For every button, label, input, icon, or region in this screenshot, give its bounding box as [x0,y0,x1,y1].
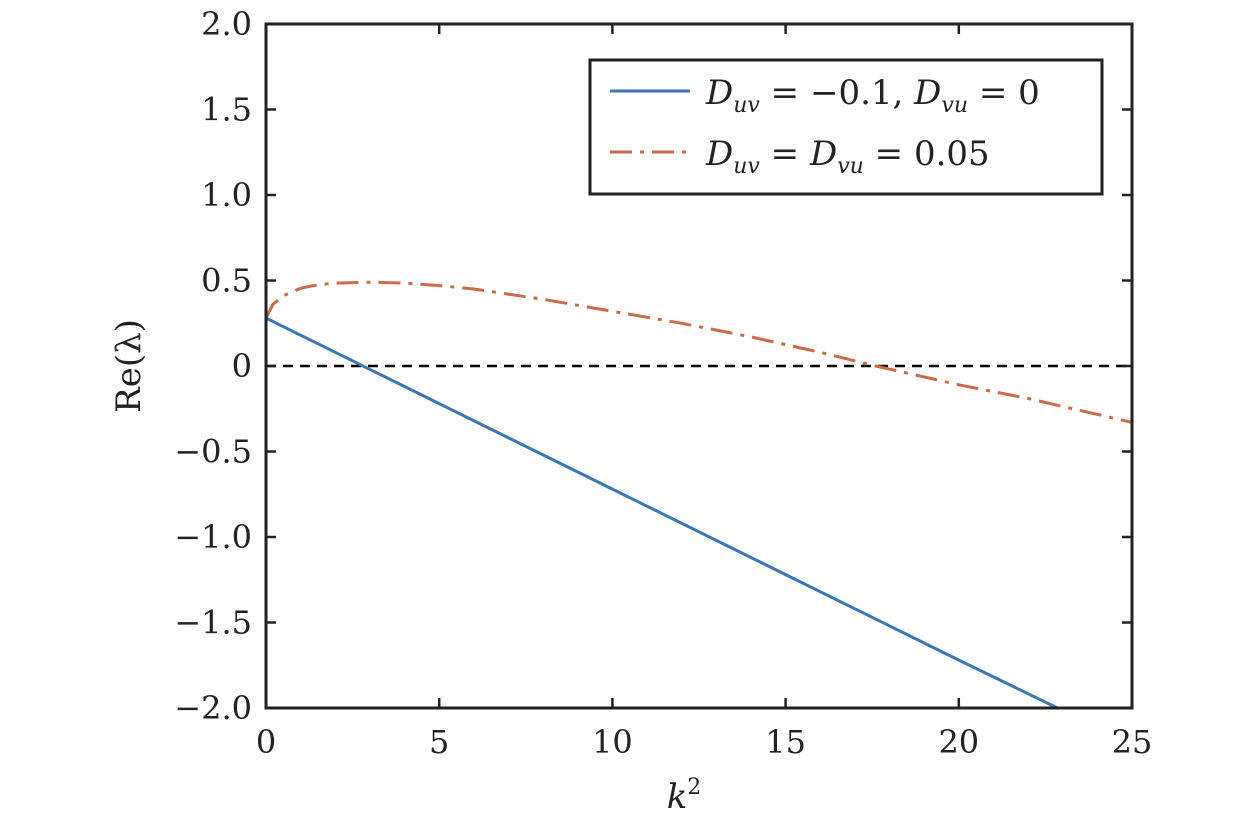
x-tick-label: 25 [1112,723,1153,761]
series-line-1 [266,316,1059,708]
x-axis-label: k2 [667,775,702,817]
plot-area [266,280,1132,708]
series-line-2 [266,280,1132,424]
y-tick-label: 2.0 [201,5,252,43]
y-tick-label: −2.0 [174,689,252,727]
y-tick-label: −0.5 [174,433,252,471]
y-tick-label: 0 [232,347,252,385]
x-tick-label: 0 [256,723,276,761]
legend-entry-series-2: Duv = Dvu = 0.05 [705,134,990,179]
legend-box [588,58,1104,196]
y-tick-label: 0.5 [201,262,252,300]
x-tick-label: 20 [938,723,979,761]
y-tick-label: −1.0 [174,518,252,556]
x-tick-label: 10 [592,723,633,761]
legend: Duv = −0.1, Dvu = 0 Duv = Dvu = 0.05 [588,58,1104,196]
y-tick-label: −1.5 [174,604,252,642]
axes: 0 5 10 15 20 25 2.0 1.5 1.0 0.5 0 −0.5 −1.0 −1.5 −2.0 [174,5,1152,761]
y-axis-label: Re(λ) [109,319,149,413]
x-tick-label: 15 [765,723,806,761]
legend-entry-series-1: Duv = −0.1, Dvu = 0 [705,73,1040,118]
x-tick-label: 5 [429,723,449,761]
y-tick-label: 1.5 [201,91,252,129]
y-tick-label: 1.0 [201,176,252,214]
